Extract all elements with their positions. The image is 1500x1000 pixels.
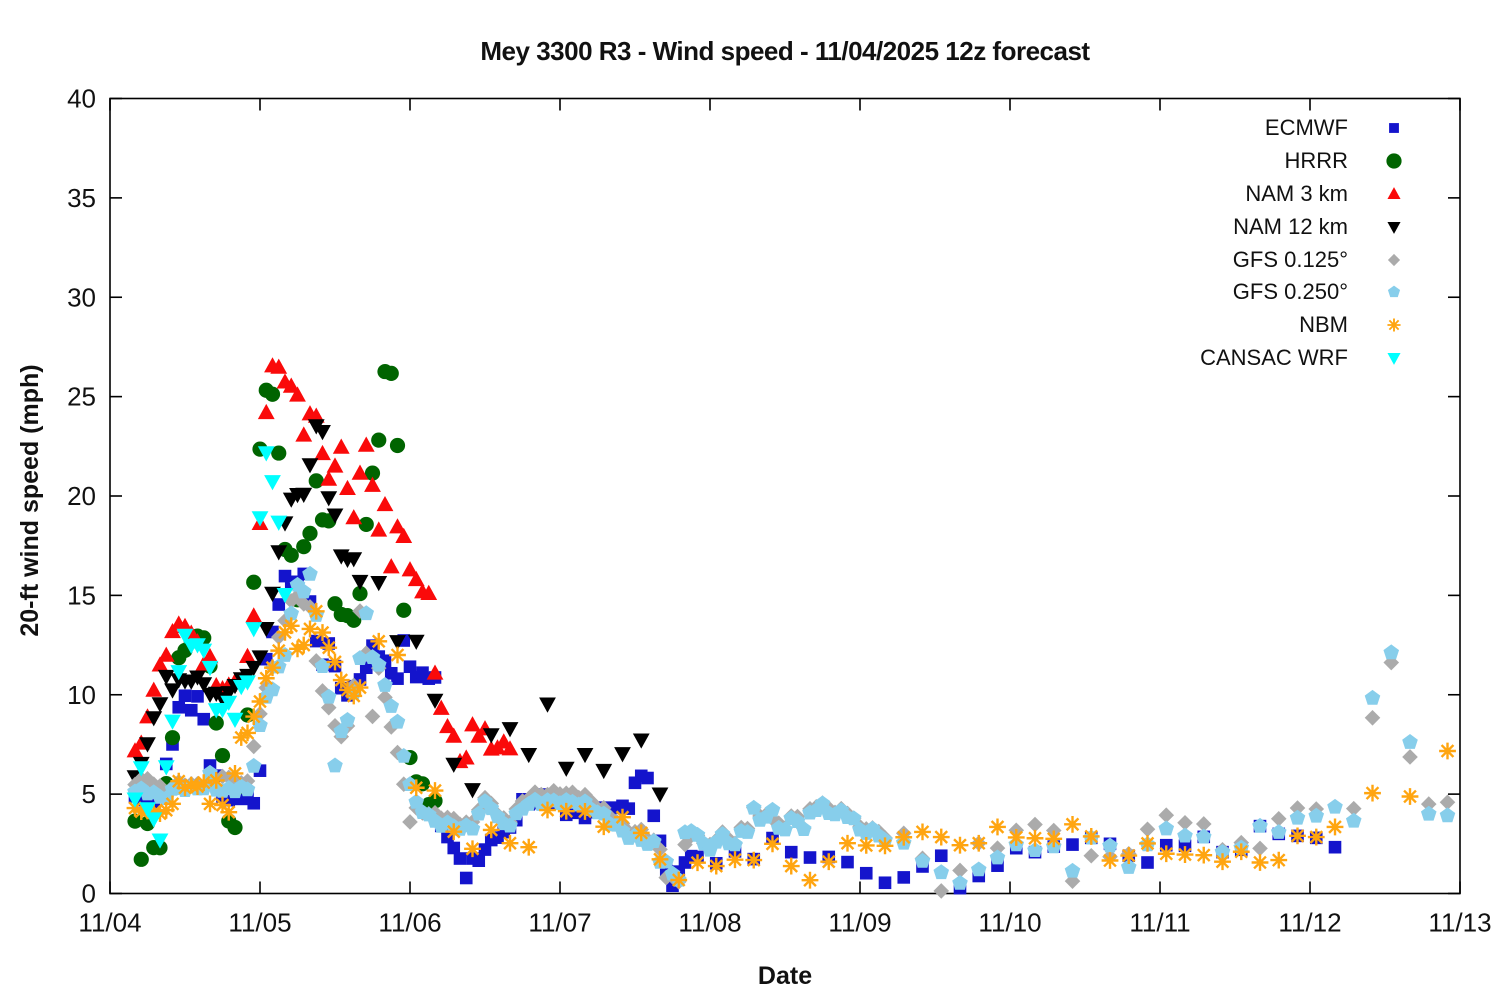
y-tick-label: 25	[67, 382, 96, 412]
legend-marker-gfs0250-pentagon-icon	[1387, 285, 1401, 298]
legend-marker-nam12km-triangle-icon	[1387, 221, 1401, 234]
legend-label-nbm: NBM	[1299, 312, 1348, 338]
x-tick-label: 11/06	[378, 908, 441, 938]
x-axis-label: Date	[757, 962, 813, 990]
legend-marker-nam3km-triangle-icon	[1387, 187, 1401, 199]
legend-item-nbm: NBM	[1200, 309, 1418, 342]
y-tick-label: 5	[82, 779, 96, 809]
x-tick-label: 11/07	[528, 908, 591, 938]
legend-item-nam3km: NAM 3 km	[1200, 178, 1418, 211]
y-tick-label: 20	[67, 481, 96, 511]
y-tick-label: 15	[67, 580, 96, 610]
legend-label-hrrr: HRRR	[1284, 148, 1348, 174]
x-tick-label: 11/09	[828, 908, 891, 938]
series-nbm	[126, 602, 1456, 889]
series-gfs-0-250-	[127, 565, 1456, 890]
legend-label-gfs0250: GFS 0.250°	[1232, 279, 1348, 305]
legend-label-ecmwf: ECMWF	[1264, 115, 1348, 141]
y-tick-label: 30	[67, 282, 96, 312]
legend-marker-gfs0125-diamond-icon	[1387, 253, 1401, 266]
y-axis-label: 20-ft wind speed (mph)	[16, 364, 44, 637]
legend-label-gfs0125: GFS 0.125°	[1232, 246, 1348, 272]
legend-marker-nbm-asterisk-icon	[1387, 318, 1401, 332]
series-cansac-wrf	[126, 446, 294, 849]
x-tick-label: 11/08	[678, 908, 741, 938]
legend-item-hrrr: HRRR	[1200, 145, 1418, 178]
y-tick-label: 35	[67, 183, 96, 213]
x-tick-label: 11/05	[228, 908, 291, 938]
chart-title: Mey 3300 R3 - Wind speed - 11/04/2025 12…	[480, 36, 1090, 66]
legend-item-gfs0125: GFS 0.125°	[1200, 243, 1418, 276]
legend-marker-ecmwf-square-icon	[1389, 123, 1399, 134]
legend-marker-cansacwrf-triangle-icon	[1387, 352, 1401, 365]
legend-item-gfs0250: GFS 0.250°	[1200, 276, 1418, 309]
x-tick-label: 11/04	[78, 908, 141, 938]
legend-item-nam12km: NAM 12 km	[1200, 210, 1418, 243]
series-nam-12-km	[126, 419, 669, 803]
legend-item-ecmwf: ECMWF	[1200, 112, 1418, 145]
y-tick-label: 40	[67, 84, 96, 114]
x-tick-label: 11/11	[1129, 908, 1190, 938]
y-tick-label: 10	[67, 680, 96, 710]
x-tick-label: 11/13	[1428, 908, 1491, 938]
series-nam-3-km	[126, 357, 519, 769]
legend-label-nam3km: NAM 3 km	[1245, 180, 1348, 206]
legend-item-cansacwrf: CANSAC WRF	[1200, 342, 1418, 375]
legend-marker-hrrr-circle-icon	[1386, 153, 1402, 169]
y-tick-label: 0	[82, 879, 96, 909]
x-tick-label: 11/12	[1278, 908, 1341, 938]
legend-label-cansacwrf: CANSAC WRF	[1200, 344, 1348, 370]
legend: ECMWF HRRR NAM 3 km NAM 12 km GFS 0.125°…	[1200, 112, 1418, 374]
x-tick-label: 11/10	[978, 908, 1041, 938]
legend-label-nam12km: NAM 12 km	[1233, 213, 1348, 239]
